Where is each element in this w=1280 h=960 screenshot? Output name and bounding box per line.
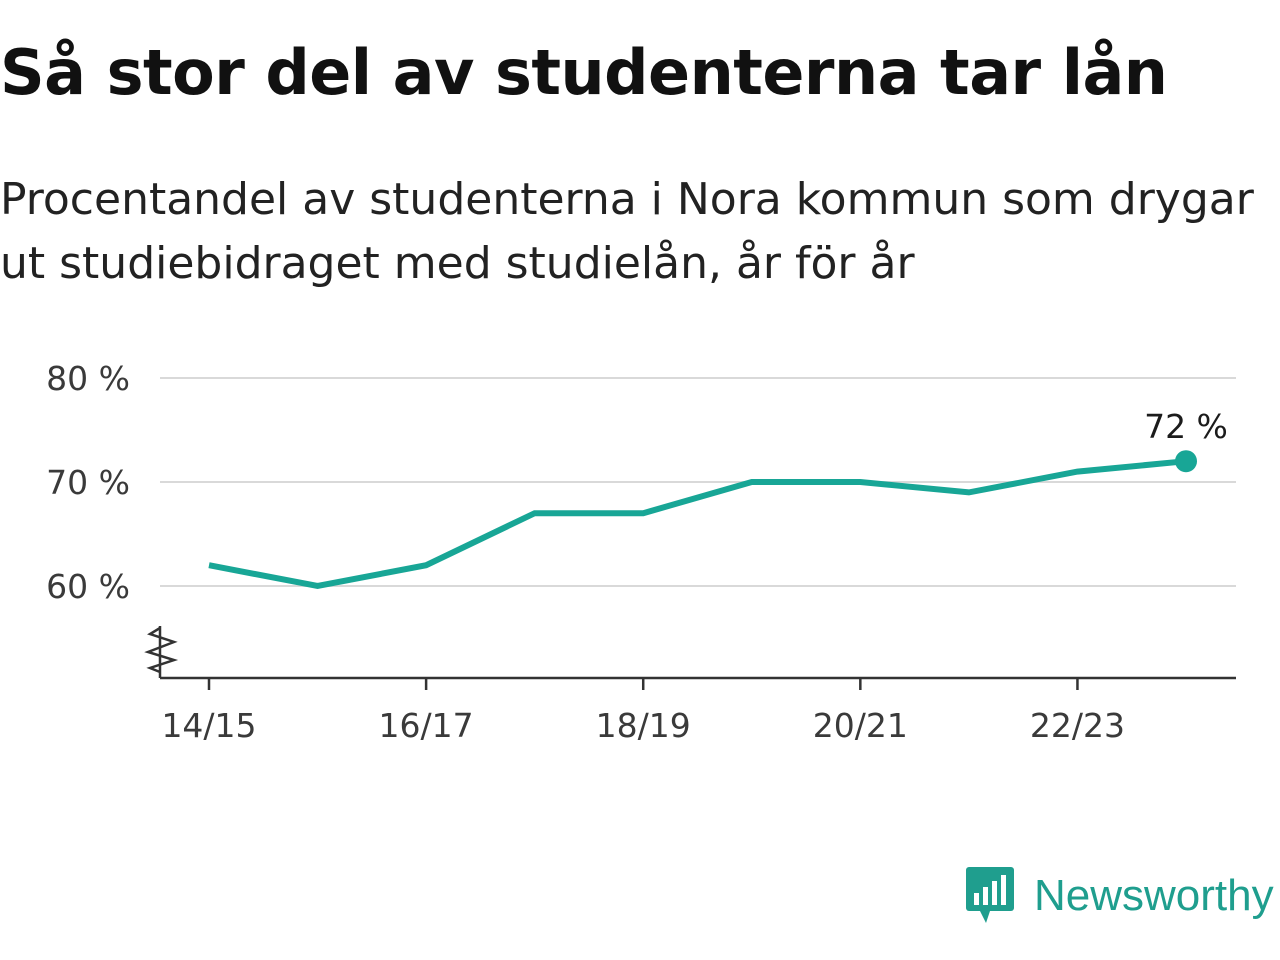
x-tick-label: 18/19	[596, 706, 691, 745]
x-tick-label: 14/15	[161, 706, 256, 745]
chart-title: Så stor del av studenterna tar lån	[0, 36, 1168, 109]
x-tick-label: 16/17	[379, 706, 474, 745]
newsworthy-logo: Newsworthy	[964, 864, 1274, 928]
series-line	[208, 458, 1187, 590]
chart-subtitle: Procentandel av studenterna i Nora kommu…	[0, 174, 1254, 289]
y-tick-label: 60 %	[46, 567, 130, 606]
y-tick-label: 70 %	[46, 463, 130, 502]
axis-break-icon	[144, 626, 179, 674]
end-value-label: 72 %	[1144, 407, 1228, 446]
end-point	[1175, 450, 1197, 473]
x-tick-label: 20/21	[813, 706, 908, 745]
newsworthy-logo-icon	[966, 867, 1014, 923]
line-chart: 60 % 70 % 80 % 14/15 16/17 18/19 20/21 22/23 72 …	[46, 359, 1236, 745]
y-tick-label: 80 %	[46, 359, 130, 398]
x-tick-label: 22/23	[1030, 706, 1125, 745]
brand-name: Newsworthy	[1034, 871, 1274, 920]
